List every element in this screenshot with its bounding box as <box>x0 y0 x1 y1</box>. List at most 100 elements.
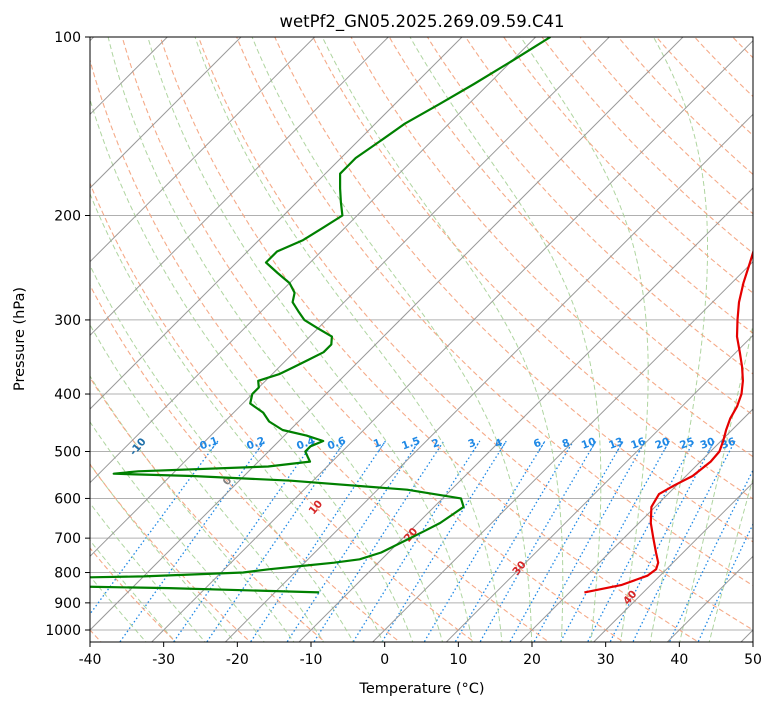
moist-adiabat <box>251 37 533 642</box>
pressure-gridlines <box>90 37 753 631</box>
x-tick-label: -30 <box>152 652 175 668</box>
mixing-ratio-label: 0.6 <box>326 435 348 453</box>
mixing-ratio-label: 3 <box>467 437 478 451</box>
mixing-ratio-line <box>533 440 646 642</box>
y-axis-ticks: 100 200 300 400 500 600 700 800 900 1000 <box>45 30 90 639</box>
mixing-ratio-line <box>697 522 753 642</box>
y-tick-label: 300 <box>54 313 81 329</box>
isotherms <box>90 37 753 642</box>
mixing-ratio-label: 6 <box>532 437 543 451</box>
x-tick-label: 50 <box>744 652 762 668</box>
moist-adiabat <box>679 322 753 642</box>
y-tick-label: 900 <box>54 596 81 612</box>
moist-adiabat <box>708 476 753 642</box>
x-tick-label: 30 <box>597 652 615 668</box>
plot-frame <box>89 36 754 643</box>
x-tick-label: 10 <box>449 652 467 668</box>
dewpoint-line <box>90 37 551 594</box>
mixing-ratio-label: 1.5 <box>400 435 422 453</box>
x-axis-ticks: -40 -30 -20 -10 0 10 20 30 40 50 <box>79 642 762 668</box>
mixing-ratio-line <box>668 468 753 642</box>
isotherm <box>150 39 753 642</box>
mixing-ratio-line <box>249 440 387 642</box>
mixing-ratio-line <box>509 440 624 642</box>
mixing-ratio-label: 4 <box>493 437 504 451</box>
y-tick-label: 100 <box>54 30 81 46</box>
mixing-ratio-line <box>352 440 481 642</box>
y-tick-label: 800 <box>54 566 81 582</box>
mixing-ratio-label: 13 <box>607 436 625 452</box>
y-tick-label: 200 <box>54 209 81 225</box>
dry-adiabat <box>90 376 326 642</box>
mixing-ratio-label: 16 <box>629 436 647 452</box>
mixing-ratio-label: 0.1 <box>198 435 220 453</box>
moist-adiabats <box>90 37 753 642</box>
dry-adiabat <box>579 37 753 215</box>
x-tick-label: 40 <box>670 652 688 668</box>
x-tick-label: -10 <box>300 652 323 668</box>
moist-adiabat <box>194 37 503 642</box>
dry-adiabat <box>388 37 753 416</box>
mixing-ratio-label: 10 <box>580 436 598 452</box>
dry-adiabat <box>197 37 753 631</box>
mixing-ratio-label: 30 <box>699 436 717 452</box>
dry-adiabat <box>90 181 476 642</box>
isotherm <box>592 481 753 642</box>
mixing-ratio-label: 1 <box>372 437 383 451</box>
mixing-ratio-labels: 0.1 0.2 0.4 0.6 1 1.5 2 3 4 6 8 10 13 16 20 25 30 36 <box>198 435 737 453</box>
mixing-ratio-label: 0.4 <box>295 435 317 453</box>
moist-adiabat <box>90 421 265 642</box>
mixing-ratio-line <box>609 440 715 642</box>
dry-adiabat <box>312 37 753 500</box>
dry-adiabats <box>90 37 753 642</box>
temperature-line <box>584 249 753 594</box>
mixing-ratio-line <box>559 440 670 642</box>
isotherm <box>90 37 316 263</box>
moist-adiabat <box>90 98 414 642</box>
x-tick-label: -40 <box>79 652 102 668</box>
mixing-ratio-line <box>586 440 695 642</box>
dry-adiabat <box>541 37 753 254</box>
y-tick-label: 700 <box>54 531 81 547</box>
x-tick-label: -20 <box>226 652 249 668</box>
isotherm <box>371 260 753 642</box>
chart-title: wetPf2_GN05.2025.269.09.59.C41 <box>280 12 565 32</box>
dry-adiabat <box>236 37 753 587</box>
moist-adiabat <box>409 37 602 642</box>
x-tick-label: 20 <box>523 652 541 668</box>
mixing-ratio-label: 2 <box>430 437 441 451</box>
isotherm <box>90 37 390 337</box>
moist-adiabat <box>90 264 354 642</box>
moist-adiabat <box>147 37 473 642</box>
plot-area: -100-90-80-70-60-50-40-30-20-10010203040… <box>90 37 753 642</box>
x-tick-label: 0 <box>380 652 389 668</box>
y-tick-label: 1000 <box>45 623 81 639</box>
x-axis-title: Temperature (°C) <box>358 681 484 697</box>
isotherm <box>90 37 463 410</box>
moist-adiabat <box>107 37 444 642</box>
dry-adiabat <box>159 37 700 642</box>
dry-adiabat <box>274 37 753 543</box>
moist-adiabat <box>321 37 564 642</box>
mixing-ratio-label: 25 <box>678 436 696 452</box>
mixing-ratio-label: 20 <box>654 436 672 452</box>
y-tick-label: 400 <box>54 387 81 403</box>
moist-adiabat <box>649 37 708 642</box>
isotherm <box>90 37 242 189</box>
mixing-ratio-line <box>423 440 546 642</box>
dry-adiabat <box>90 463 252 642</box>
moist-adiabat <box>90 323 325 642</box>
isotherm <box>90 37 684 631</box>
moist-adiabat <box>520 37 649 642</box>
isotherm <box>445 334 753 642</box>
y-tick-label: 600 <box>54 491 81 507</box>
isotherm <box>519 408 753 642</box>
moist-adiabat <box>90 192 384 642</box>
dry-adiabat <box>90 58 550 642</box>
dry-adiabat <box>90 284 401 642</box>
mixing-ratio-line <box>90 440 219 616</box>
y-tick-label: 500 <box>54 444 81 460</box>
